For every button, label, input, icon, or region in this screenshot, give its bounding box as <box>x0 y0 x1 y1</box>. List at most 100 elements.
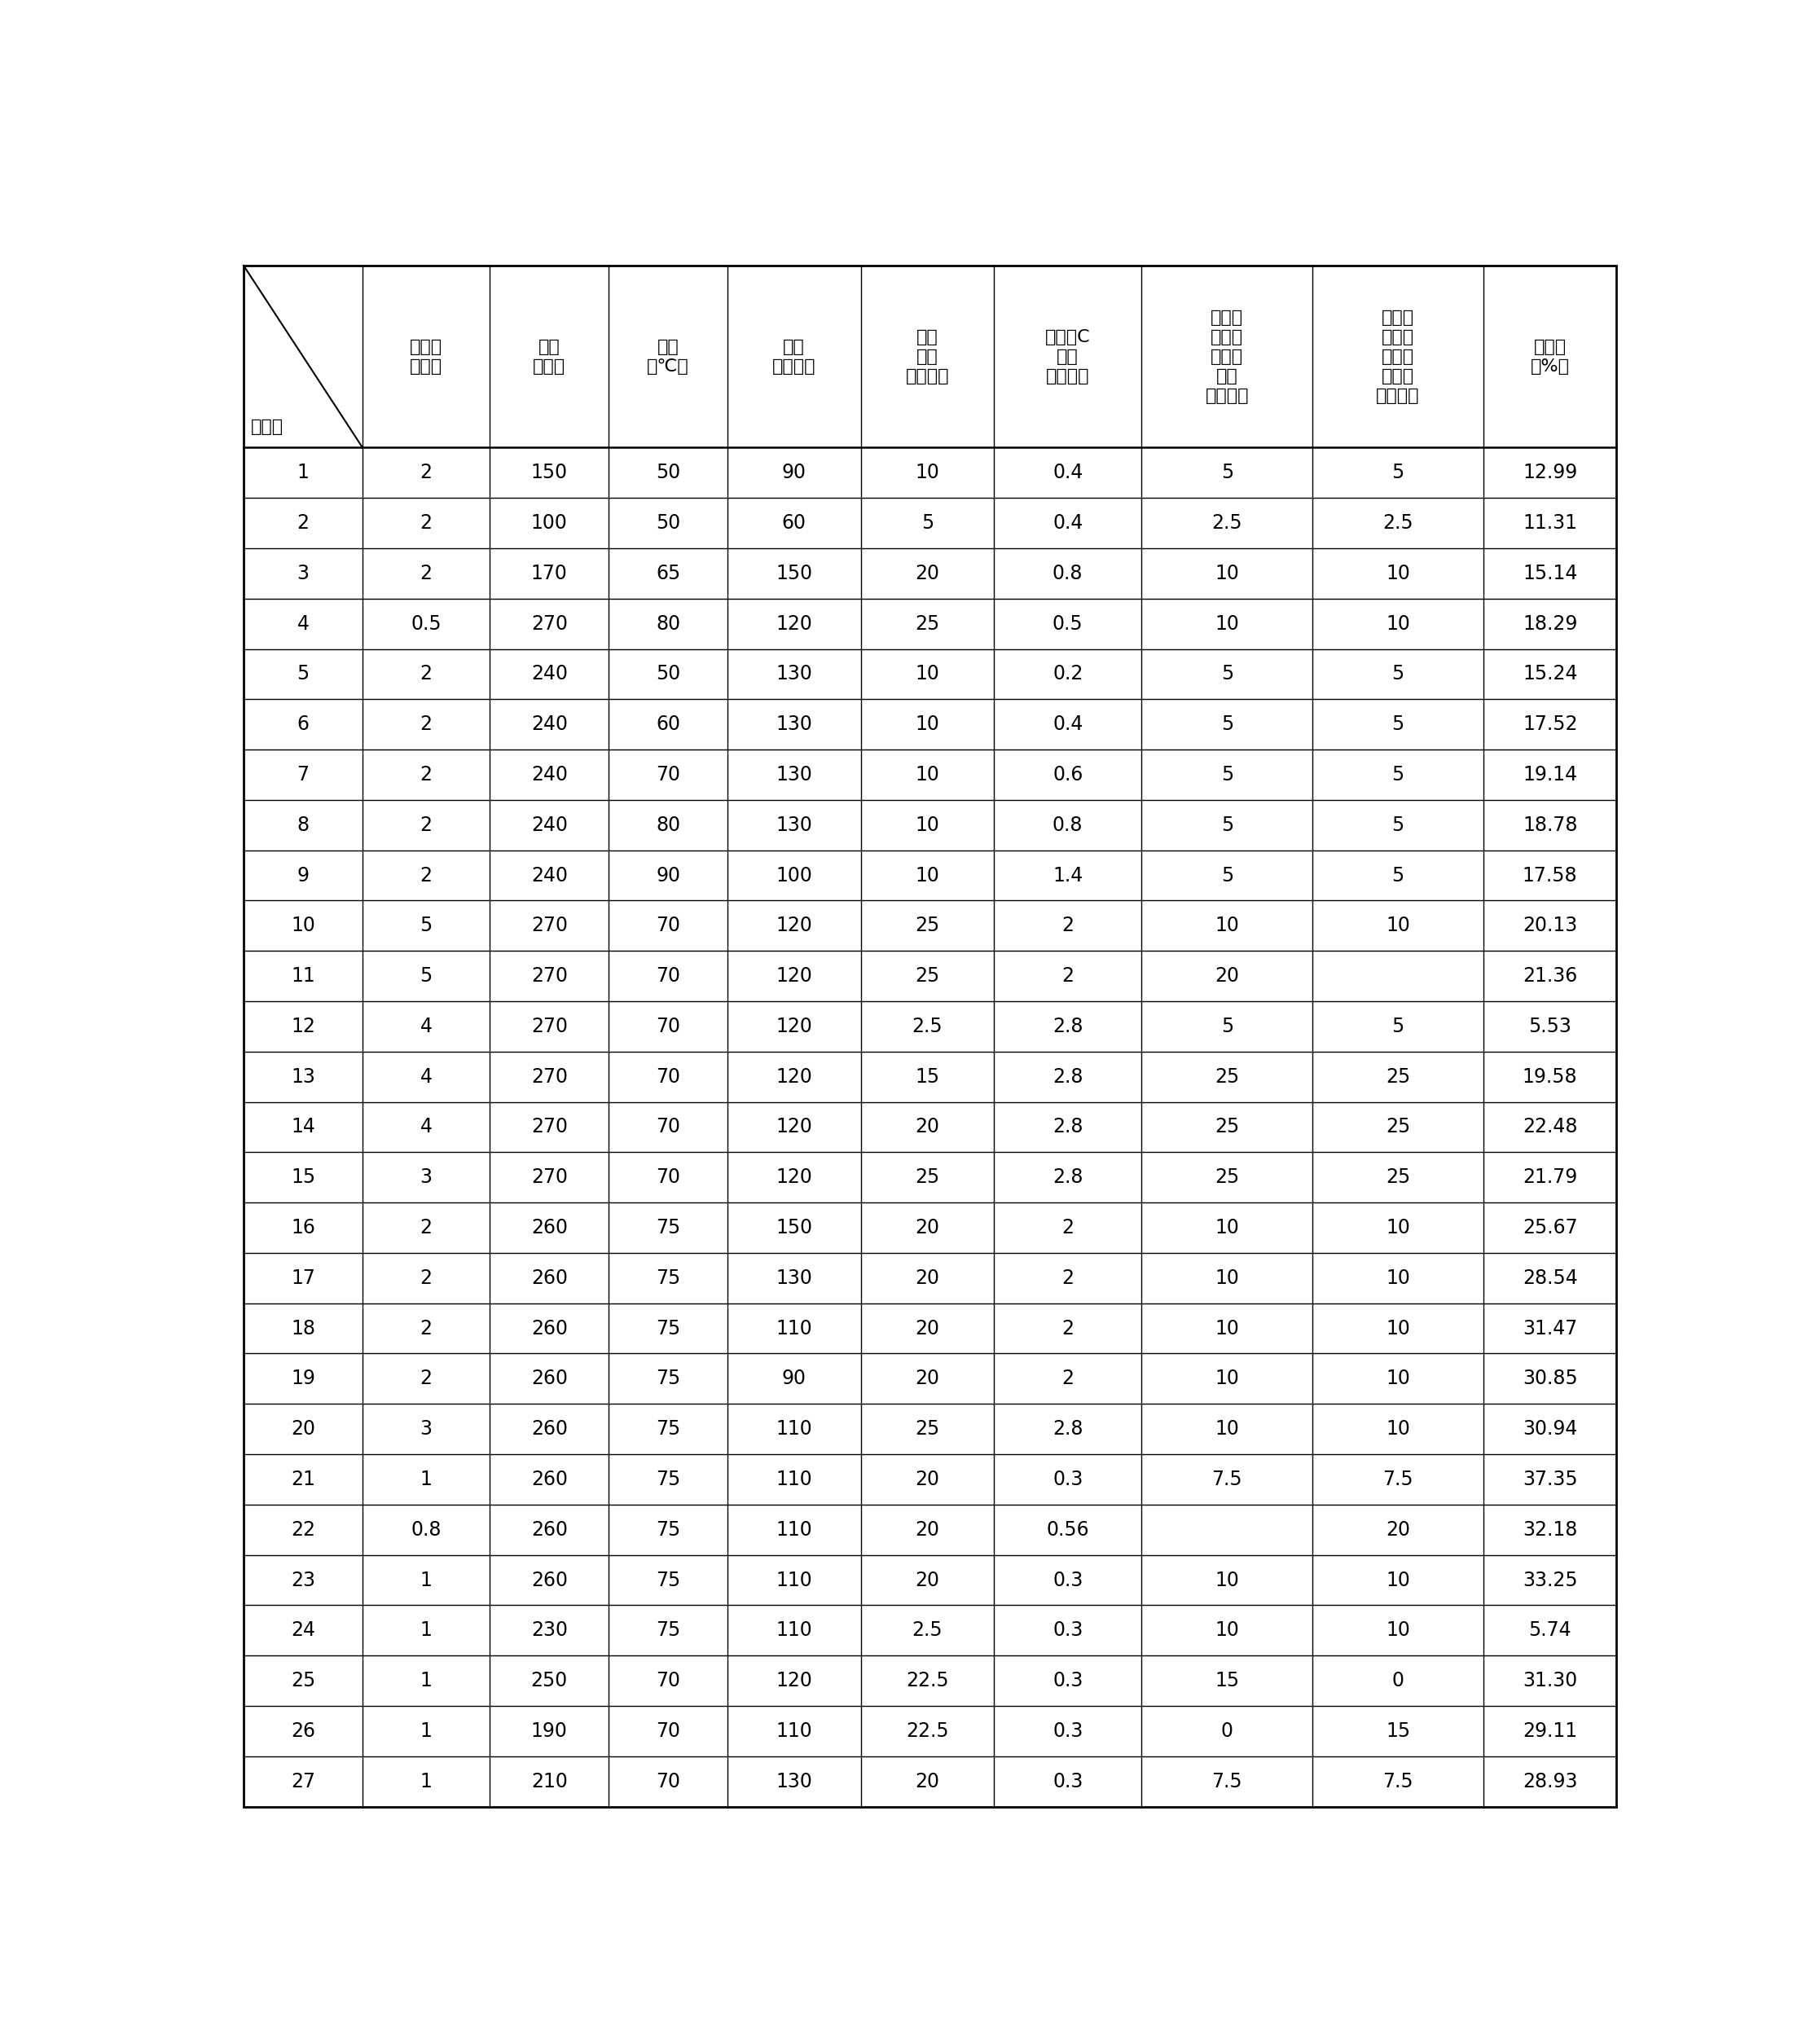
Text: 10: 10 <box>915 816 940 834</box>
Text: 15.14: 15.14 <box>1523 564 1577 583</box>
Text: 20: 20 <box>915 564 940 583</box>
Text: 130: 130 <box>775 764 813 785</box>
Text: 25: 25 <box>915 1419 940 1439</box>
Text: 20: 20 <box>915 1570 940 1590</box>
Text: 20: 20 <box>290 1419 316 1439</box>
Text: 240: 240 <box>532 816 568 834</box>
Text: 10: 10 <box>1387 564 1410 583</box>
Text: 5: 5 <box>1392 1016 1405 1036</box>
Text: 0.3: 0.3 <box>1053 1470 1084 1490</box>
Text: 5: 5 <box>920 513 933 533</box>
Text: 17.52: 17.52 <box>1523 715 1577 734</box>
Text: 75: 75 <box>655 1470 681 1490</box>
Text: 90: 90 <box>782 462 806 482</box>
Text: 30.85: 30.85 <box>1523 1369 1577 1388</box>
Text: 10: 10 <box>1387 613 1410 634</box>
Text: 2: 2 <box>1062 1267 1074 1288</box>
Text: 0.4: 0.4 <box>1053 715 1084 734</box>
Text: 5: 5 <box>1221 865 1232 885</box>
Text: 0.3: 0.3 <box>1053 1621 1084 1639</box>
Text: 5.74: 5.74 <box>1528 1621 1572 1639</box>
Text: 21.36: 21.36 <box>1523 967 1577 985</box>
Text: 2: 2 <box>419 462 432 482</box>
Text: 120: 120 <box>775 967 813 985</box>
Text: 65: 65 <box>655 564 681 583</box>
Text: 5: 5 <box>1392 462 1405 482</box>
Text: 5: 5 <box>1221 1016 1232 1036</box>
Text: 25: 25 <box>290 1670 316 1690</box>
Text: 实施例: 实施例 <box>250 419 283 435</box>
Text: 18.29: 18.29 <box>1523 613 1577 634</box>
Text: 20.13: 20.13 <box>1523 916 1577 936</box>
Text: 75: 75 <box>655 1570 681 1590</box>
Text: 1: 1 <box>419 1570 432 1590</box>
Text: 5: 5 <box>1392 865 1405 885</box>
Text: 10: 10 <box>915 664 940 685</box>
Text: 70: 70 <box>655 1016 681 1036</box>
Text: 20: 20 <box>915 1318 940 1339</box>
Text: 1: 1 <box>419 1721 432 1741</box>
Text: 0.3: 0.3 <box>1053 1721 1084 1741</box>
Text: 10: 10 <box>1214 1218 1240 1237</box>
Text: 2.8: 2.8 <box>1053 1067 1084 1087</box>
Text: 0.4: 0.4 <box>1053 462 1084 482</box>
Text: 5: 5 <box>1392 764 1405 785</box>
Text: 260: 260 <box>532 1218 568 1237</box>
Text: 10: 10 <box>290 916 316 936</box>
Text: 5: 5 <box>1221 715 1232 734</box>
Text: 15: 15 <box>1214 1670 1240 1690</box>
Text: 17: 17 <box>290 1267 316 1288</box>
Text: 0.2: 0.2 <box>1053 664 1084 685</box>
Text: 15: 15 <box>1385 1721 1410 1741</box>
Text: 0.5: 0.5 <box>410 613 441 634</box>
Text: 10: 10 <box>1387 1419 1410 1439</box>
Text: 1: 1 <box>419 1670 432 1690</box>
Text: 19: 19 <box>290 1369 316 1388</box>
Text: 25: 25 <box>1214 1067 1240 1087</box>
Text: 11: 11 <box>290 967 316 985</box>
Text: 130: 130 <box>775 1772 813 1791</box>
Text: 0.6: 0.6 <box>1053 764 1084 785</box>
Text: 19.14: 19.14 <box>1523 764 1577 785</box>
Text: 260: 260 <box>532 1318 568 1339</box>
Text: 80: 80 <box>655 613 681 634</box>
Text: 1: 1 <box>419 1621 432 1639</box>
Text: 21.79: 21.79 <box>1523 1167 1577 1188</box>
Text: 2.5: 2.5 <box>1212 513 1243 533</box>
Text: 0.8: 0.8 <box>1053 564 1084 583</box>
Text: 28.93: 28.93 <box>1523 1772 1577 1791</box>
Text: 16: 16 <box>290 1218 316 1237</box>
Text: 22.5: 22.5 <box>906 1721 949 1741</box>
Text: 0.3: 0.3 <box>1053 1570 1084 1590</box>
Text: 70: 70 <box>655 1670 681 1690</box>
Text: 270: 270 <box>532 613 568 634</box>
Text: 1: 1 <box>419 1772 432 1791</box>
Text: 120: 120 <box>775 1670 813 1690</box>
Text: 29.11: 29.11 <box>1523 1721 1577 1741</box>
Text: 时间
（分钟）: 时间 （分钟） <box>771 339 817 374</box>
Text: 270: 270 <box>532 1016 568 1036</box>
Text: 0.4: 0.4 <box>1053 513 1084 533</box>
Text: 10: 10 <box>1214 1621 1240 1639</box>
Text: 32.18: 32.18 <box>1523 1521 1577 1539</box>
Text: 120: 120 <box>775 1067 813 1087</box>
Text: 2: 2 <box>419 865 432 885</box>
Text: 25: 25 <box>1214 1118 1240 1136</box>
Text: 240: 240 <box>532 865 568 885</box>
Text: 7.5: 7.5 <box>1383 1470 1414 1490</box>
Text: 260: 260 <box>532 1570 568 1590</box>
Text: 十聚甘
油单月
桂酸酯
用量
（微升）: 十聚甘 油单月 桂酸酯 用量 （微升） <box>1205 309 1249 405</box>
Text: 11.31: 11.31 <box>1523 513 1577 533</box>
Text: 10: 10 <box>1387 1318 1410 1339</box>
Text: 2: 2 <box>419 564 432 583</box>
Text: 110: 110 <box>775 1419 813 1439</box>
Text: 50: 50 <box>655 513 681 533</box>
Text: 33.25: 33.25 <box>1523 1570 1577 1590</box>
Text: 25: 25 <box>915 967 940 985</box>
Text: 10: 10 <box>1214 1369 1240 1388</box>
Text: 25.67: 25.67 <box>1523 1218 1577 1237</box>
Text: 3: 3 <box>419 1167 432 1188</box>
Text: 30.94: 30.94 <box>1523 1419 1577 1439</box>
Text: 15: 15 <box>915 1067 940 1087</box>
Text: 4: 4 <box>419 1067 432 1087</box>
